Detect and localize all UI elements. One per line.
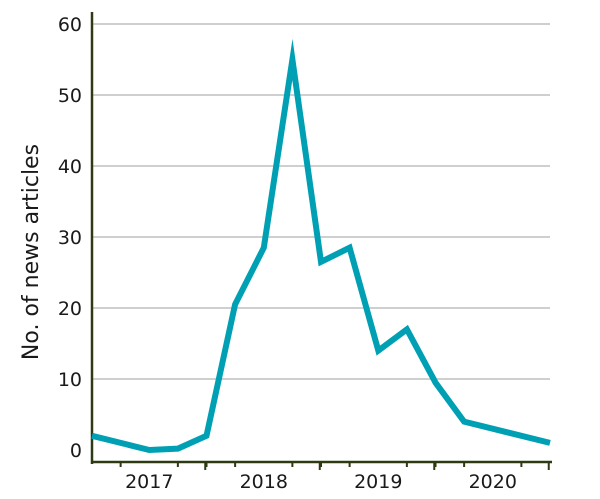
y-tick-label-30: 30: [58, 227, 82, 249]
x-axis-ticks: 2017 2018 2019 2020: [119, 462, 550, 493]
x-tick-label-2019: 2019: [354, 471, 402, 493]
y-tick-label-10: 10: [58, 369, 82, 391]
y-tick-label-50: 50: [58, 85, 82, 107]
gridlines: [92, 23, 550, 380]
y-axis-ticks: 0 10 20 30 40 50 60: [58, 14, 82, 462]
x-tick-label-2017: 2017: [125, 471, 173, 493]
x-tick-label-2020: 2020: [469, 471, 517, 493]
y-tick-label-20: 20: [58, 298, 82, 320]
x-tick-label-2018: 2018: [240, 471, 288, 493]
series-layer: [91, 38, 551, 454]
series-line-0: [91, 38, 551, 454]
y-axis-title: No. of news articles: [19, 144, 44, 360]
y-tick-label-60: 60: [58, 14, 82, 36]
y-tick-label-0: 0: [70, 440, 82, 462]
y-tick-label-40: 40: [58, 156, 82, 178]
